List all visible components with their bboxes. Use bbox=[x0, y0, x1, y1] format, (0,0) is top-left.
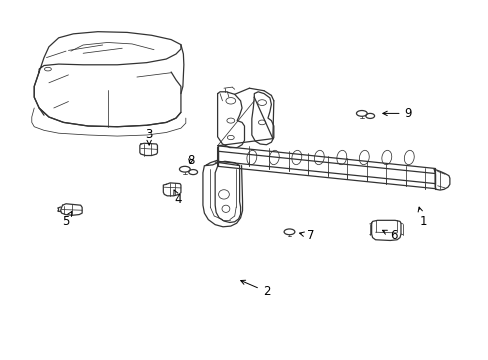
Text: 4: 4 bbox=[174, 190, 182, 206]
Text: 7: 7 bbox=[299, 229, 314, 242]
Text: 1: 1 bbox=[417, 207, 426, 228]
Text: 8: 8 bbox=[186, 154, 194, 167]
Text: 5: 5 bbox=[62, 212, 72, 228]
Text: 3: 3 bbox=[145, 129, 153, 145]
Text: 6: 6 bbox=[382, 229, 397, 242]
Text: 2: 2 bbox=[240, 280, 270, 298]
Text: 9: 9 bbox=[382, 107, 411, 120]
